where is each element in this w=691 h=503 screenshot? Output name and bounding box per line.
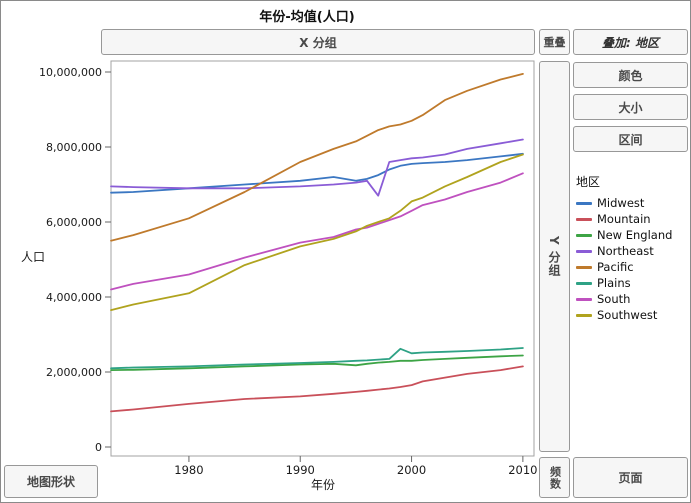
legend: 地区 Midwest Mountain New England Northeas… — [576, 173, 688, 323]
legend-label: New England — [597, 228, 673, 242]
series-line-southwest[interactable] — [110, 153, 524, 312]
series-line-new-england[interactable] — [110, 354, 524, 372]
x-tick-label: 1990 — [286, 463, 315, 477]
y-axis-label[interactable]: 人口 — [20, 250, 45, 264]
legend-label: Plains — [597, 276, 631, 290]
legend-item[interactable]: Northeast — [576, 243, 688, 259]
legend-swatch — [576, 281, 592, 285]
legend-label: Mountain — [597, 212, 651, 226]
series-line-midwest[interactable] — [110, 152, 524, 194]
series-line-plains[interactable] — [110, 347, 524, 370]
x-tick-label: 2000 — [397, 463, 426, 477]
y-tick-label: 4,000,000 — [46, 291, 102, 304]
series-line-pacific[interactable] — [110, 72, 524, 242]
legend-label: Southwest — [597, 308, 658, 322]
legend-label: Midwest — [597, 196, 645, 210]
y-tick-label: 0 — [95, 441, 102, 454]
y-group-dropzone[interactable]: Y 分组 — [539, 61, 570, 452]
legend-item[interactable]: South — [576, 291, 688, 307]
interval-dropzone[interactable]: 区间 — [573, 126, 688, 152]
x-tick-label: 2010 — [508, 463, 537, 477]
color-dropzone[interactable]: 颜色 — [573, 62, 688, 88]
legend-label: Northeast — [597, 244, 654, 258]
legend-label: South — [597, 292, 631, 306]
series-line-mountain[interactable] — [110, 365, 524, 413]
x-group-dropzone[interactable]: X 分组 — [101, 29, 535, 55]
legend-swatch — [576, 313, 592, 317]
legend-title: 地区 — [576, 175, 601, 189]
y-tick-label: 2,000,000 — [46, 366, 102, 379]
x-axis-label[interactable]: 年份 — [310, 478, 335, 492]
legend-swatch — [576, 249, 592, 253]
legend-item[interactable]: Plains — [576, 275, 688, 291]
page-dropzone[interactable]: 页面 — [573, 457, 688, 498]
plot-area[interactable] — [110, 60, 535, 457]
legend-label: Pacific — [597, 260, 634, 274]
x-tick-label: 1980 — [174, 463, 203, 477]
map-shape-dropzone[interactable]: 地图形状 — [4, 465, 98, 498]
series-line-south[interactable] — [110, 172, 524, 291]
chart-plot[interactable]: 0 2,000,000 4,000,000 6,000,000 8,000,000 10,… — [39, 57, 539, 477]
legend-swatch — [576, 265, 592, 269]
series-line-northeast[interactable] — [110, 138, 524, 197]
legend-item[interactable]: Pacific — [576, 259, 688, 275]
legend-item[interactable]: Midwest — [576, 195, 688, 211]
legend-swatch — [576, 201, 592, 205]
legend-item[interactable]: Mountain — [576, 211, 688, 227]
y-tick-label: 8,000,000 — [46, 141, 102, 154]
legend-swatch — [576, 217, 592, 221]
legend-swatch — [576, 297, 592, 301]
overlap-button[interactable]: 重叠 — [539, 29, 570, 55]
legend-item[interactable]: New England — [576, 227, 688, 243]
legend-item[interactable]: Southwest — [576, 307, 688, 323]
y-tick-label: 10,000,000 — [39, 66, 102, 79]
chart-title: 年份-均值(人口) — [259, 10, 355, 25]
overlay-dropzone[interactable]: 叠加: 地区 — [573, 29, 688, 55]
legend-swatch — [576, 233, 592, 237]
y-tick-label: 6,000,000 — [46, 216, 102, 229]
size-dropzone[interactable]: 大小 — [573, 94, 688, 120]
frequency-dropzone[interactable]: 频数 — [539, 457, 570, 498]
